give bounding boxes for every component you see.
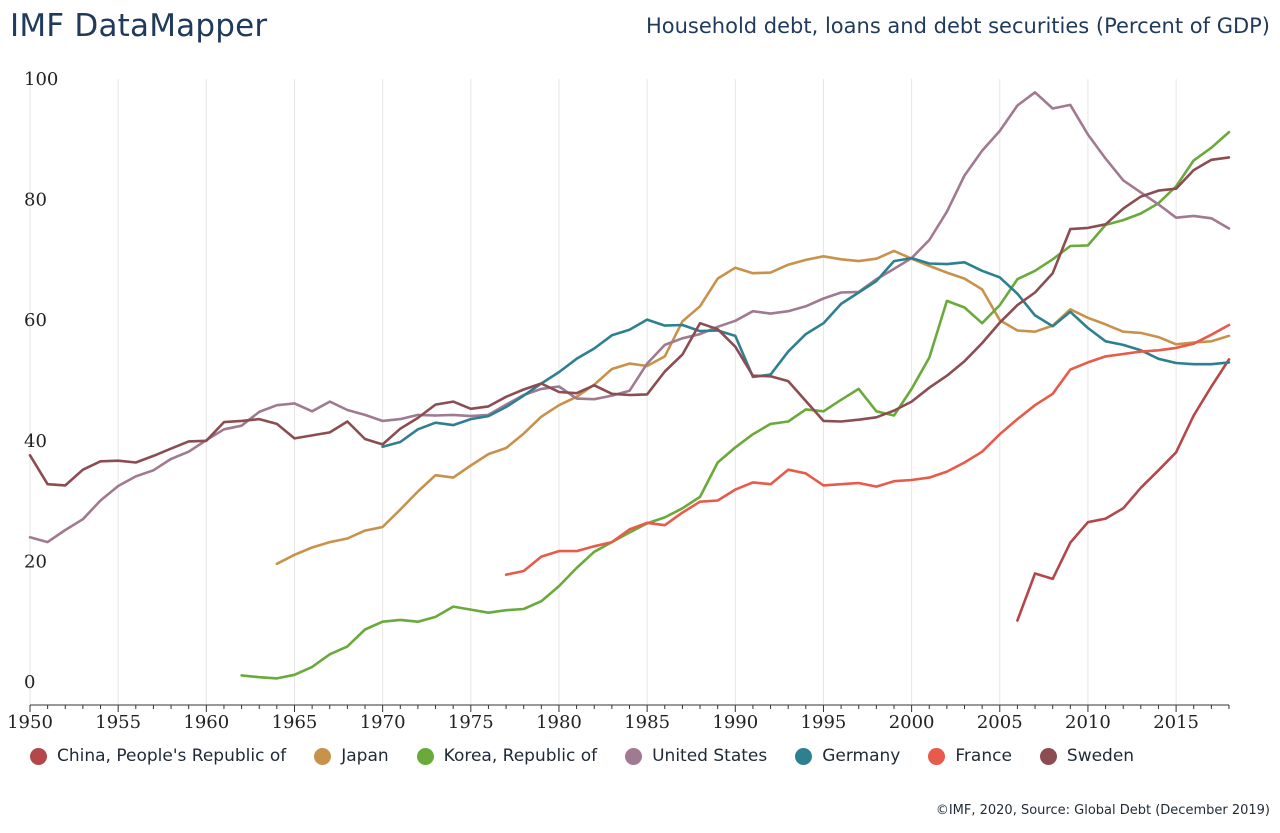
legend-label: Germany xyxy=(822,746,901,766)
brand-title: IMF DataMapper xyxy=(10,8,268,44)
x-tick-label: 1985 xyxy=(624,712,670,733)
y-tick-label: 100 xyxy=(24,69,58,90)
legend-item-china-people-s-republic-of[interactable]: China, People's Republic of xyxy=(30,746,286,766)
y-tick-label: 60 xyxy=(24,310,47,331)
series-line-france[interactable] xyxy=(504,323,1231,577)
y-tick-label: 80 xyxy=(24,190,47,211)
x-tick-label: 1975 xyxy=(448,712,494,733)
x-tick-label: 1955 xyxy=(95,712,141,733)
chart-title: Household debt, loans and debt securitie… xyxy=(645,14,1270,38)
x-tick-label: 1980 xyxy=(536,712,582,733)
x-tick-label: 1970 xyxy=(360,712,406,733)
legend-label: Sweden xyxy=(1066,746,1135,766)
x-tick-label: 1990 xyxy=(712,712,758,733)
series-line-korea-republic-of[interactable] xyxy=(240,130,1231,680)
chart-legend: China, People's Republic of Japan Korea, R… xyxy=(30,746,1162,766)
series-line-germany[interactable] xyxy=(381,256,1231,449)
x-tick-label: 1995 xyxy=(801,712,847,733)
x-tick-label: 1950 xyxy=(7,712,53,733)
legend-swatch xyxy=(1039,747,1057,765)
source-credit: ©IMF, 2020, Source: Global Debt (Decembe… xyxy=(935,803,1270,818)
legend-swatch xyxy=(795,747,813,765)
series-lines xyxy=(28,91,1231,680)
x-tick-label: 2015 xyxy=(1153,712,1199,733)
legend-label: China, People's Republic of xyxy=(57,746,287,766)
axes: 1950 1955 1960 1965 1970 1975 1980 1985 1990 1995… xyxy=(7,69,1230,733)
legend-label: Korea, Republic of xyxy=(443,746,598,766)
series-line-japan[interactable] xyxy=(275,249,1231,566)
line-chart: 1950 1955 1960 1965 1970 1975 1980 1985 1990 1995… xyxy=(7,69,1231,733)
y-tick-label: 20 xyxy=(24,551,47,572)
x-tick-label: 2000 xyxy=(889,712,935,733)
x-tick-label: 1965 xyxy=(272,712,318,733)
legend-swatch xyxy=(625,747,643,765)
x-tick-label: 1960 xyxy=(183,712,229,733)
series-line-china-people-s-republic-of[interactable] xyxy=(1016,358,1231,622)
legend-swatch xyxy=(928,747,946,765)
series-line-united-states[interactable] xyxy=(28,91,1231,544)
legend-swatch xyxy=(314,747,332,765)
legend-item-germany[interactable]: Germany xyxy=(795,746,900,766)
legend-item-france[interactable]: France xyxy=(928,746,1012,766)
x-tick-label: 2005 xyxy=(977,712,1023,733)
legend-label: France xyxy=(955,746,1012,766)
y-tick-label: 0 xyxy=(24,672,35,693)
legend-item-sweden[interactable]: Sweden xyxy=(1039,746,1135,766)
legend-swatch xyxy=(416,747,434,765)
legend-item-japan[interactable]: Japan xyxy=(314,746,389,766)
grid-lines xyxy=(29,79,1177,704)
legend-label: United States xyxy=(652,746,768,766)
legend-item-korea-republic-of[interactable]: Korea, Republic of xyxy=(416,746,598,766)
series-line-sweden[interactable] xyxy=(28,156,1231,487)
legend-label: Japan xyxy=(341,746,389,766)
legend-swatch xyxy=(30,747,47,765)
x-tick-label: 2010 xyxy=(1065,712,1111,733)
y-tick-label: 40 xyxy=(24,431,47,452)
legend-item-united-states[interactable]: United States xyxy=(625,746,767,766)
